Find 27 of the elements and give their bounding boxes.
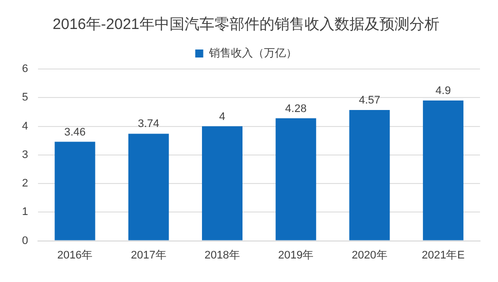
bar (202, 126, 242, 240)
x-tick-label: 2018年 (204, 249, 240, 262)
y-tick-label: 4 (22, 120, 28, 132)
data-label: 4.57 (358, 94, 380, 106)
y-tick-label: 2 (22, 178, 28, 190)
x-tick-label: 2020年 (352, 249, 388, 262)
x-tick-label: 2016年 (57, 249, 93, 262)
bar (349, 110, 390, 240)
x-tick-label: 2019年 (278, 249, 314, 262)
legend-label: 销售收入（万亿） (208, 46, 297, 60)
y-tick-label: 1 (22, 206, 28, 218)
data-label: 4.28 (285, 102, 307, 115)
y-tick-label: 3 (22, 148, 28, 161)
bar (54, 142, 96, 240)
x-tick-label: 2017年 (130, 249, 166, 262)
data-label: 3.74 (138, 118, 160, 130)
data-label: 3.46 (64, 126, 86, 138)
data-label: 4 (219, 110, 226, 123)
bar (128, 134, 169, 240)
y-tick-label: 0 (22, 234, 28, 247)
bar (422, 100, 464, 240)
y-tick-label: 5 (22, 92, 28, 104)
y-tick-label: 6 (22, 63, 28, 76)
data-label: 4.9 (436, 85, 451, 98)
x-tick-label: 2021年E (422, 249, 465, 262)
bar (276, 118, 316, 240)
chart-title: 2016年-2021年中国汽车零部件的销售收入数据及预测分析 (52, 16, 440, 34)
